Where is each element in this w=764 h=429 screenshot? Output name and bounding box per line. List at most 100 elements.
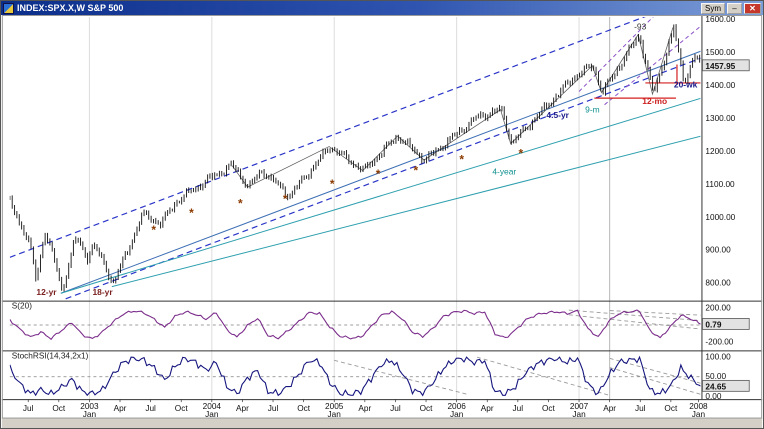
panel-axis-label: 200.00 (705, 304, 731, 313)
cycle-label: 20-wk (674, 80, 698, 90)
sym-button[interactable]: Sym (701, 2, 725, 14)
month-tick-label: Apr (603, 404, 616, 413)
cycle-asterisk: * (519, 146, 524, 160)
window-titlebar[interactable]: INDEX:SPX.X,W S&P 500 Sym – ✕ (1, 1, 763, 15)
support-teal-solid (60, 97, 701, 294)
month-tick-label: Jul (23, 404, 34, 413)
panel-label-1: StochRSI(14,34,2x1) (12, 351, 89, 360)
svg-text:1457.95: 1457.95 (705, 62, 735, 71)
chart-annotations: * * * * * * * * * 12-yr 18-yr 4-year 4.5-yr 9-m 12-mo 2… (36, 22, 697, 298)
divergence-line (568, 314, 701, 330)
cycle-label: -93 (634, 22, 647, 32)
svg-text:0.79: 0.79 (705, 320, 721, 329)
month-tick-label: Jan (328, 410, 342, 419)
gridlines (88, 16, 611, 400)
cycle-label: 18-yr (92, 287, 113, 297)
cycle-asterisk: * (330, 177, 335, 191)
month-tick-label: Oct (420, 404, 434, 413)
cycle-label: 12-mo (642, 96, 667, 106)
month-tick-label: Jul (513, 404, 524, 413)
month-tick-label: Jul (268, 404, 279, 413)
year-tick-label: 2007 (570, 402, 589, 411)
trend-lines (9, 16, 701, 300)
month-tick-label: Apr (236, 404, 249, 413)
minimize-button[interactable]: – (727, 2, 742, 14)
panel-series-1 (9, 355, 701, 397)
month-tick-label: Jul (635, 404, 646, 413)
cycle-asterisk: * (414, 164, 419, 178)
panel-axis-label: 0.00 (705, 392, 721, 401)
panel-value-box-0: 0.79 (702, 318, 750, 330)
cycle-asterisk: * (376, 167, 381, 181)
month-tick-label: Jul (145, 404, 156, 413)
year-tick-label: 2003 (80, 402, 99, 411)
cycle-label: 4-year (492, 167, 516, 177)
close-button[interactable]: ✕ (744, 2, 761, 14)
cycle-label: 12-yr (36, 287, 57, 297)
chart-canvas: * * * * * * * * * 12-yr 18-yr 4-year 4.5-yr 9-m 12-mo 2… (1, 15, 763, 428)
price-axis-label: 1100.00 (705, 180, 735, 189)
month-tick-label: Oct (297, 404, 311, 413)
divergence-line (476, 356, 610, 396)
price-axis-label: 1400.00 (705, 81, 735, 90)
cycle-asterisk: * (189, 206, 194, 220)
year-tick-label: 2005 (325, 402, 344, 411)
window-bottom-edge (1, 418, 763, 428)
month-tick-label: Jan (572, 410, 586, 419)
month-tick-label: Oct (664, 404, 678, 413)
upper-channel-dashed (9, 16, 646, 258)
price-axis-label: 1300.00 (705, 114, 735, 123)
panel-axis-label: -200.00 (705, 337, 733, 346)
lower-channel-dashed (61, 57, 701, 300)
svg-text:24.65: 24.65 (705, 382, 726, 391)
year-tick-label: 2004 (203, 402, 222, 411)
price-axis-label: 1000.00 (705, 213, 735, 222)
cycle-asterisk: * (151, 223, 156, 237)
oscillator-line-1 (9, 355, 701, 397)
panel-series-0 (9, 309, 701, 341)
cycle-asterisk: * (238, 197, 243, 211)
price-axis: 1600.00 1500.00 1400.00 1300.00 1200.00 1100.… (705, 15, 735, 401)
year-tick-label: 2006 (447, 402, 466, 411)
month-tick-label: Oct (542, 404, 556, 413)
panel-separators (1, 15, 763, 419)
panel-value-box-1: 24.65 (702, 379, 750, 392)
divergence-line (568, 309, 701, 322)
year-tick-label: 2008 (689, 402, 708, 411)
month-tick-label: Jan (83, 410, 97, 419)
month-tick-label: Apr (358, 404, 371, 413)
month-tick-label: Oct (175, 404, 189, 413)
divergence-line (334, 359, 467, 395)
month-tick-label: Apr (114, 404, 127, 413)
cycle-asterisk: * (283, 192, 288, 206)
price-axis-label: 800.00 (705, 279, 731, 288)
four-year-teal-solid (111, 135, 701, 288)
price-axis-label: 1500.00 (705, 48, 735, 57)
cycle-asterisk: * (459, 152, 464, 166)
window-controls: Sym – ✕ (701, 2, 761, 14)
panel-axis-label: 100.00 (705, 352, 731, 361)
price-axis-label: 1200.00 (705, 147, 735, 156)
support-blue-solid (60, 50, 701, 294)
month-tick-label: Jan (205, 410, 219, 419)
month-tick-label: Jul (390, 404, 401, 413)
month-tick-label: Jan (450, 410, 464, 419)
month-tick-label: Jan (692, 410, 706, 419)
chart-background (1, 15, 763, 428)
window-icon (3, 2, 14, 14)
panel-axis-label: 50.00 (705, 372, 726, 381)
window-title: INDEX:SPX.X,W S&P 500 (17, 3, 124, 13)
last-price-box: 1457.95 (702, 59, 750, 72)
price-axis-label: 1600.00 (705, 15, 735, 24)
cycle-label: 9-m (585, 105, 600, 115)
panel-label-0: S(20) (12, 302, 32, 311)
month-tick-label: Oct (52, 404, 66, 413)
month-tick-label: Apr (481, 404, 494, 413)
divergence-line (609, 367, 701, 395)
price-axis-label: 900.00 (705, 246, 731, 255)
oscillator-line-0 (9, 309, 701, 341)
cycle-label: 4.5-yr (546, 110, 569, 120)
price-bars (9, 24, 701, 292)
